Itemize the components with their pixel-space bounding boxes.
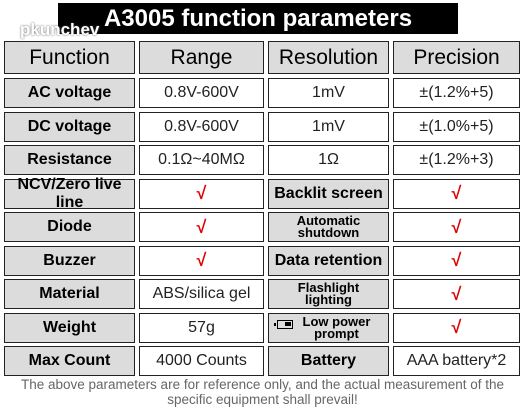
table-cell: Low power prompt — [268, 312, 389, 343]
table-cell: ±(1.0%+5) — [393, 111, 520, 142]
table-cell: Data retention — [268, 245, 389, 276]
table-cell: 1Ω — [268, 145, 389, 175]
table-cell: √ — [393, 178, 520, 209]
table-cell: Material — [4, 279, 135, 309]
table-cell: Battery — [268, 346, 389, 376]
table-cell: Diode — [4, 212, 135, 242]
table-cell: ±(1.2%+3) — [393, 145, 520, 175]
table-cell: DC voltage — [4, 111, 135, 142]
table-cell: √ — [393, 212, 520, 242]
table-cell: ±(1.2%+5) — [393, 78, 520, 108]
watermark: pkunchev — [20, 20, 100, 39]
table-cell: Resistance — [4, 145, 135, 175]
table-cell: 1mV — [268, 111, 389, 142]
table-cell: Flashlight lighting — [268, 279, 389, 309]
table-cell: AAA battery*2 — [393, 346, 520, 376]
table-cell: 0.8V-600V — [139, 78, 264, 108]
table-cell: 1mV — [268, 78, 389, 108]
title: A3005 function parameters — [103, 5, 413, 32]
table-cell: Max Count — [4, 346, 135, 376]
table-cell: √ — [393, 279, 520, 309]
table-cell: 4000 Counts — [139, 346, 264, 376]
battery-icon — [274, 320, 293, 329]
title-bar — [58, 3, 458, 34]
table-cell: √ — [139, 245, 264, 276]
table-cell: 57g — [139, 312, 264, 343]
table-cell: Function — [4, 41, 135, 74]
table-cell: AC voltage — [4, 78, 135, 108]
table-cell: √ — [139, 178, 264, 209]
table-cell: Weight — [4, 312, 135, 343]
table-cell: Automatic shutdown — [268, 212, 389, 242]
table-cell: √ — [393, 245, 520, 276]
table-cell: Range — [139, 41, 264, 74]
table-cell: Resolution — [268, 41, 389, 74]
table-cell: √ — [139, 212, 264, 242]
table-cell: Buzzer — [4, 245, 135, 276]
table-cell: 0.1Ω~40MΩ — [139, 145, 264, 175]
table-cell: Backlit screen — [268, 178, 389, 209]
table-cell: √ — [393, 312, 520, 343]
table-cell: 0.8V-600V — [139, 111, 264, 142]
table-cell: NCV/Zero live line — [4, 176, 135, 211]
table-cell: ABS/silica gel — [139, 279, 264, 309]
table-cell: Precision — [393, 41, 520, 74]
note: The above parameters are for reference o… — [20, 377, 505, 407]
